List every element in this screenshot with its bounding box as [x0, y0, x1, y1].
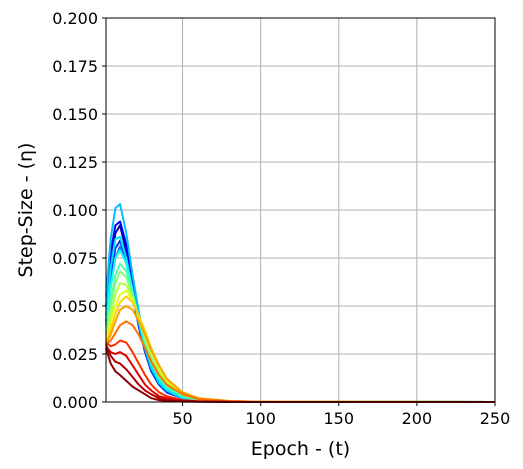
series-lines	[105, 203, 496, 403]
x-tick-label: 50	[172, 409, 192, 428]
y-tick-label: 0.000	[52, 393, 98, 412]
y-tick-label: 0.125	[52, 153, 98, 172]
y-tick-label: 0.200	[52, 9, 98, 28]
series-line	[105, 339, 495, 403]
x-tick-label: 150	[324, 409, 355, 428]
y-axis-ticks: 0.000 0.025 0.050 0.075 0.100 0.125 0.150 0.175…	[52, 9, 106, 412]
x-axis-label: Epoch - (t)	[251, 438, 350, 460]
x-tick-label: 100	[245, 409, 276, 428]
y-tick-label: 0.175	[52, 57, 98, 76]
y-tick-label: 0.075	[52, 249, 98, 268]
x-tick-label: 250	[480, 409, 511, 428]
y-axis-label: Step-Size - (η)	[15, 143, 37, 278]
series-line	[105, 320, 496, 403]
y-tick-label: 0.050	[52, 297, 98, 316]
x-tick-label: 200	[402, 409, 433, 428]
x-axis-ticks: 50 100 150 200 250	[172, 402, 510, 428]
y-tick-label: 0.025	[52, 345, 98, 364]
y-tick-label: 0.100	[52, 201, 98, 220]
y-tick-label: 0.150	[52, 105, 98, 124]
series-line	[105, 203, 496, 403]
grid-lines	[106, 17, 496, 403]
